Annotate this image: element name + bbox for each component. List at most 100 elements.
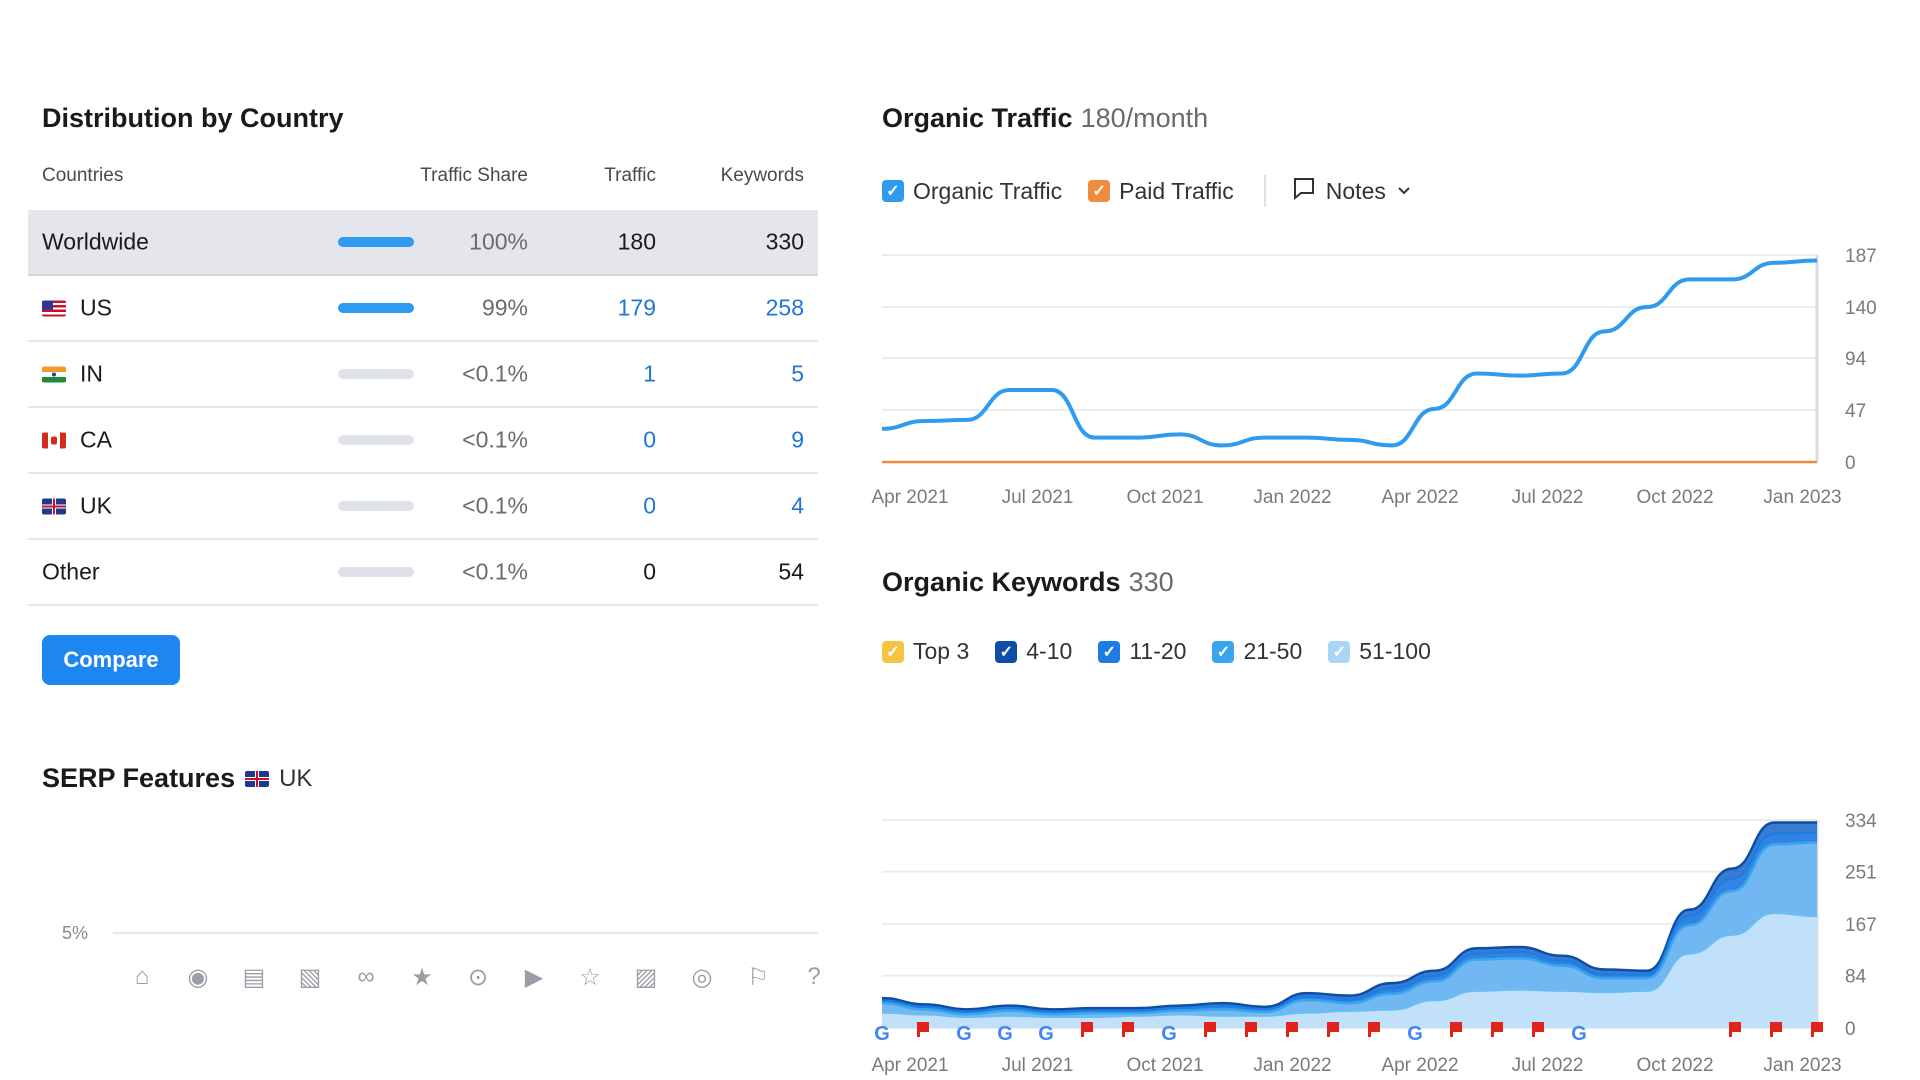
pages-icon[interactable]: ▤ bbox=[242, 964, 266, 991]
flag-marker-icon[interactable] bbox=[1286, 1022, 1298, 1037]
x-tick-label: Jan 2022 bbox=[1253, 1055, 1331, 1076]
flag-icon[interactable]: ⚐ bbox=[747, 964, 769, 991]
graduation-cap-icon[interactable]: ⌂ bbox=[134, 963, 150, 990]
flag-marker-icon[interactable] bbox=[1327, 1022, 1339, 1037]
legend-label: Paid Traffic bbox=[1119, 177, 1234, 204]
flag-marker-icon[interactable] bbox=[1122, 1022, 1134, 1037]
video-icon[interactable]: ▶ bbox=[524, 964, 544, 991]
x-tick-label: Oct 2022 bbox=[1636, 1055, 1713, 1076]
keywords-link[interactable]: 5 bbox=[791, 360, 804, 387]
gallery-icon[interactable]: ▨ bbox=[634, 964, 658, 991]
image-icon[interactable]: ▧ bbox=[298, 964, 322, 991]
col-countries[interactable]: Countries bbox=[42, 165, 124, 186]
legend-label: 4-10 bbox=[1026, 638, 1073, 664]
google-update-icon[interactable]: G bbox=[1038, 1023, 1054, 1045]
flag-marker-icon[interactable] bbox=[1811, 1022, 1823, 1037]
checkbox-checked-icon[interactable]: ✓ bbox=[1328, 640, 1351, 663]
traffic-link[interactable]: 179 bbox=[617, 294, 656, 321]
traffic-share-value: <0.1% bbox=[462, 492, 528, 519]
col-traffic-share[interactable]: Traffic Share bbox=[420, 165, 528, 186]
flag-marker-icon[interactable] bbox=[1450, 1022, 1462, 1037]
x-tick-label: Apr 2022 bbox=[1381, 487, 1458, 508]
google-update-icon[interactable]: G bbox=[956, 1023, 972, 1045]
legend-item-4-10[interactable]: ✓ 4-10 bbox=[995, 638, 1072, 665]
traffic-share-bar bbox=[338, 435, 414, 445]
traffic-link[interactable]: 0 bbox=[643, 492, 656, 519]
series-area-21-50[interactable] bbox=[882, 842, 1817, 1028]
notes-dropdown[interactable]: Notes bbox=[1292, 176, 1412, 206]
flag-marker-icon[interactable] bbox=[1491, 1022, 1503, 1037]
table-row-ca[interactable]: CA <0.1% 0 9 bbox=[28, 408, 818, 474]
google-update-icon[interactable]: G bbox=[997, 1023, 1013, 1045]
flag-marker-icon[interactable] bbox=[917, 1022, 929, 1037]
traffic-link[interactable]: 1 bbox=[643, 360, 656, 387]
legend-label: 21-50 bbox=[1243, 638, 1303, 664]
legend-paid-traffic[interactable]: ✓ Paid Traffic bbox=[1088, 178, 1234, 205]
checkbox-checked-icon[interactable]: ✓ bbox=[882, 640, 904, 663]
legend-label: Top 3 bbox=[913, 638, 970, 664]
traffic-share-value: <0.1% bbox=[462, 558, 528, 585]
table-row-uk[interactable]: UK <0.1% 0 4 bbox=[28, 474, 818, 540]
serp-features-title: SERP Features bbox=[42, 763, 236, 793]
legend-item-top-3[interactable]: ✓ Top 3 bbox=[882, 638, 969, 665]
flag-marker-icon[interactable] bbox=[1532, 1022, 1544, 1037]
keywords-value: 54 bbox=[778, 558, 804, 585]
keywords-link[interactable]: 9 bbox=[791, 426, 804, 453]
legend-organic-traffic[interactable]: ✓ Organic Traffic bbox=[882, 178, 1062, 205]
link-icon[interactable]: ∞ bbox=[357, 963, 375, 990]
series-line-4-10 bbox=[881, 821, 1817, 1011]
x-tick-label: Jan 2023 bbox=[1763, 487, 1841, 508]
flag-marker-icon[interactable] bbox=[1081, 1022, 1093, 1037]
flag-marker-icon[interactable] bbox=[1245, 1022, 1257, 1037]
circle-icon[interactable]: ⊙ bbox=[467, 964, 489, 991]
legend-item-21-50[interactable]: ✓ 21-50 bbox=[1212, 638, 1302, 665]
traffic-link[interactable]: 0 bbox=[643, 426, 656, 453]
organic-traffic-header: Organic Traffic 180/month bbox=[882, 103, 1208, 134]
traffic-share-bar bbox=[338, 303, 414, 313]
col-keywords[interactable]: Keywords bbox=[720, 165, 804, 186]
answer-icon[interactable]: ◎ bbox=[691, 964, 713, 991]
table-row-other[interactable]: Other <0.1% 0 54 bbox=[28, 540, 818, 606]
organic-traffic-legend: ✓ Organic Traffic ✓ Paid Traffic Notes bbox=[882, 175, 1412, 207]
series-area-51-100[interactable] bbox=[882, 912, 1817, 1028]
google-update-icon[interactable]: G bbox=[1161, 1023, 1177, 1045]
keywords-link[interactable]: 258 bbox=[765, 294, 804, 321]
x-tick-label: Apr 2021 bbox=[871, 487, 948, 508]
google-update-icon[interactable]: G bbox=[1407, 1023, 1423, 1045]
y-tick-label: 0 bbox=[1845, 453, 1856, 474]
question-icon[interactable]: ? bbox=[807, 963, 821, 990]
table-row-worldwide[interactable]: Worldwide 100% 180 330 bbox=[28, 210, 818, 276]
legend-item-51-100[interactable]: ✓ 51-100 bbox=[1328, 638, 1431, 665]
traffic-share-value: <0.1% bbox=[462, 360, 528, 387]
traffic-share-bar bbox=[338, 369, 414, 379]
checkbox-checked-icon[interactable]: ✓ bbox=[995, 640, 1018, 663]
table-row-us[interactable]: US 99% 179 258 bbox=[28, 276, 818, 342]
x-tick-label: Jan 2023 bbox=[1763, 1055, 1841, 1076]
flag-marker-icon[interactable] bbox=[1770, 1022, 1782, 1037]
checkbox-checked-icon[interactable]: ✓ bbox=[1212, 640, 1235, 663]
y-tick-label: 0 bbox=[1845, 1019, 1856, 1040]
compare-button[interactable]: Compare bbox=[42, 635, 180, 685]
organic-traffic-subtitle: 180/month bbox=[1080, 103, 1209, 133]
pin-icon[interactable]: ◉ bbox=[187, 964, 209, 991]
table-row-in[interactable]: IN <0.1% 1 5 bbox=[28, 342, 818, 408]
flag-marker-icon[interactable] bbox=[1729, 1022, 1741, 1037]
checkbox-checked-icon[interactable]: ✓ bbox=[1098, 640, 1121, 663]
x-tick-label: Apr 2021 bbox=[871, 1055, 948, 1076]
serp-features-chart: 5% 3% 0% bbox=[62, 923, 818, 943]
review-icon[interactable]: ☆ bbox=[579, 964, 601, 991]
x-tick-label: Oct 2021 bbox=[1126, 1055, 1203, 1076]
col-traffic[interactable]: Traffic bbox=[604, 165, 656, 186]
organic-keywords-chart: 0 84 167 251 334 Apr 2021 Jul 2021 Oct 2021 Jan … bbox=[871, 811, 1877, 1076]
checkbox-checked-icon[interactable]: ✓ bbox=[1088, 180, 1111, 202]
google-update-icon[interactable]: G bbox=[874, 1023, 890, 1045]
checkbox-checked-icon[interactable]: ✓ bbox=[882, 180, 904, 202]
keywords-link[interactable]: 4 bbox=[791, 492, 804, 519]
legend-item-11-20[interactable]: ✓ 11-20 bbox=[1098, 638, 1186, 665]
series-line-organic-traffic[interactable] bbox=[881, 258, 1818, 448]
flag-marker-icon[interactable] bbox=[1368, 1022, 1380, 1037]
star-icon[interactable]: ★ bbox=[411, 964, 433, 991]
flag-marker-icon[interactable] bbox=[1204, 1022, 1216, 1037]
google-update-icon[interactable]: G bbox=[1571, 1023, 1587, 1045]
x-tick-label: Jul 2022 bbox=[1512, 1055, 1584, 1076]
